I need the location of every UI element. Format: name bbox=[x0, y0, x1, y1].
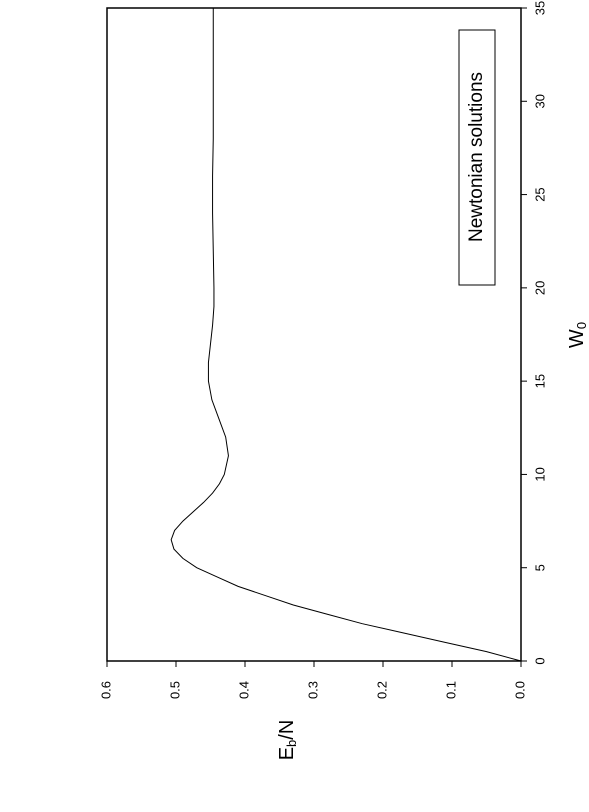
y-tick-label: 0.5 bbox=[167, 681, 182, 699]
y-tick-label: 0.2 bbox=[374, 681, 389, 699]
x-axis-label: W0 bbox=[566, 322, 589, 348]
x-tick-label: 35 bbox=[532, 1, 547, 15]
legend-box bbox=[458, 29, 496, 286]
y-tick-label: 0.4 bbox=[236, 681, 251, 699]
x-tick-label: 5 bbox=[532, 564, 547, 571]
y-axis-label: Eb/N bbox=[276, 720, 299, 761]
y-axis-label-main: E bbox=[276, 747, 298, 760]
x-tick-label: 30 bbox=[532, 94, 547, 108]
y-axis-label-suffix: /N bbox=[276, 720, 298, 740]
x-tick-label: 0 bbox=[532, 657, 547, 664]
y-tick-label: 0.1 bbox=[443, 681, 458, 699]
x-axis-label-sub: 0 bbox=[574, 322, 589, 329]
legend-label: Newtonian solutions bbox=[466, 72, 487, 242]
x-tick-label: 25 bbox=[532, 187, 547, 201]
x-tick-label: 10 bbox=[532, 467, 547, 481]
data-line bbox=[170, 8, 522, 662]
y-axis-label-sub: b bbox=[284, 740, 299, 747]
y-tick-label: 0.3 bbox=[305, 681, 320, 699]
y-tick-label: 0.6 bbox=[98, 681, 113, 699]
x-axis-label-main: W bbox=[566, 329, 588, 348]
y-tick-label: 0.0 bbox=[512, 681, 527, 699]
x-tick-label: 20 bbox=[532, 281, 547, 295]
x-tick-label: 15 bbox=[532, 374, 547, 388]
